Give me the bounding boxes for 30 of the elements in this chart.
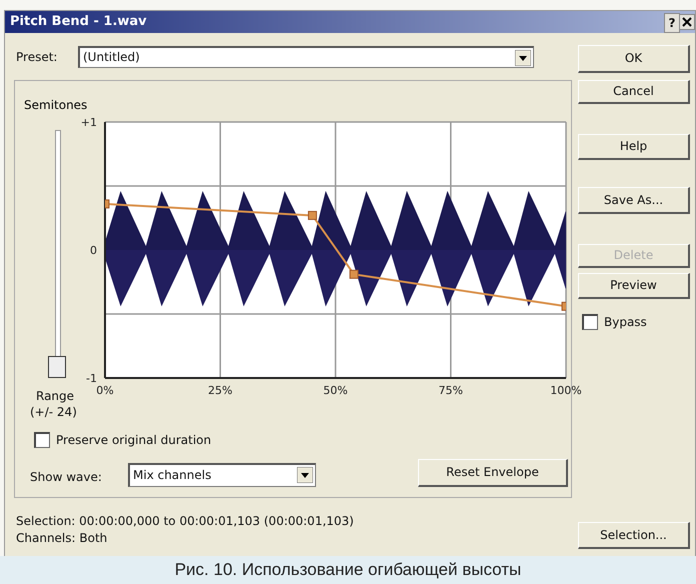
text: Show wave: <box>30 470 102 484</box>
x-tick-label: 100% <box>550 384 582 397</box>
text: Рис. 10. Использование огибающей высоты <box>174 560 522 579</box>
text: OK <box>624 51 642 65</box>
x-tick-label: 50% <box>323 384 348 397</box>
x-tick-label: 75% <box>438 384 463 397</box>
text: Selection: 00:00:00,000 to 00:00:01,103 (00:00:01,103) <box>16 514 354 528</box>
text: Preserve original duration <box>56 433 212 447</box>
text: Preset: <box>16 50 58 64</box>
text: Mix channels <box>133 468 212 482</box>
text: (+/- 24) <box>30 405 77 419</box>
y-tick-label: 0 <box>90 244 97 257</box>
text: Save As... <box>604 193 664 207</box>
chart-title: Pitch Bend - 1.wav <box>10 14 147 29</box>
text: Reset Envelope <box>446 465 539 479</box>
text: Selection... <box>600 528 667 542</box>
text: Channels: Both <box>16 531 108 545</box>
x-tick-label: 25% <box>208 384 232 397</box>
text: ? <box>668 16 676 30</box>
y-tick-label: -1 <box>86 372 97 385</box>
text: Preview <box>610 278 657 292</box>
x-tick-label: 0% <box>96 384 114 397</box>
text: Cancel <box>613 84 654 98</box>
text: Range <box>36 389 74 403</box>
text: Bypass <box>604 315 647 329</box>
y-axis-title: Semitones <box>24 98 88 112</box>
text: Delete <box>614 248 654 262</box>
text: (Untitled) <box>83 50 140 64</box>
y-tick-label: +1 <box>80 116 97 129</box>
text: Help <box>620 139 648 153</box>
